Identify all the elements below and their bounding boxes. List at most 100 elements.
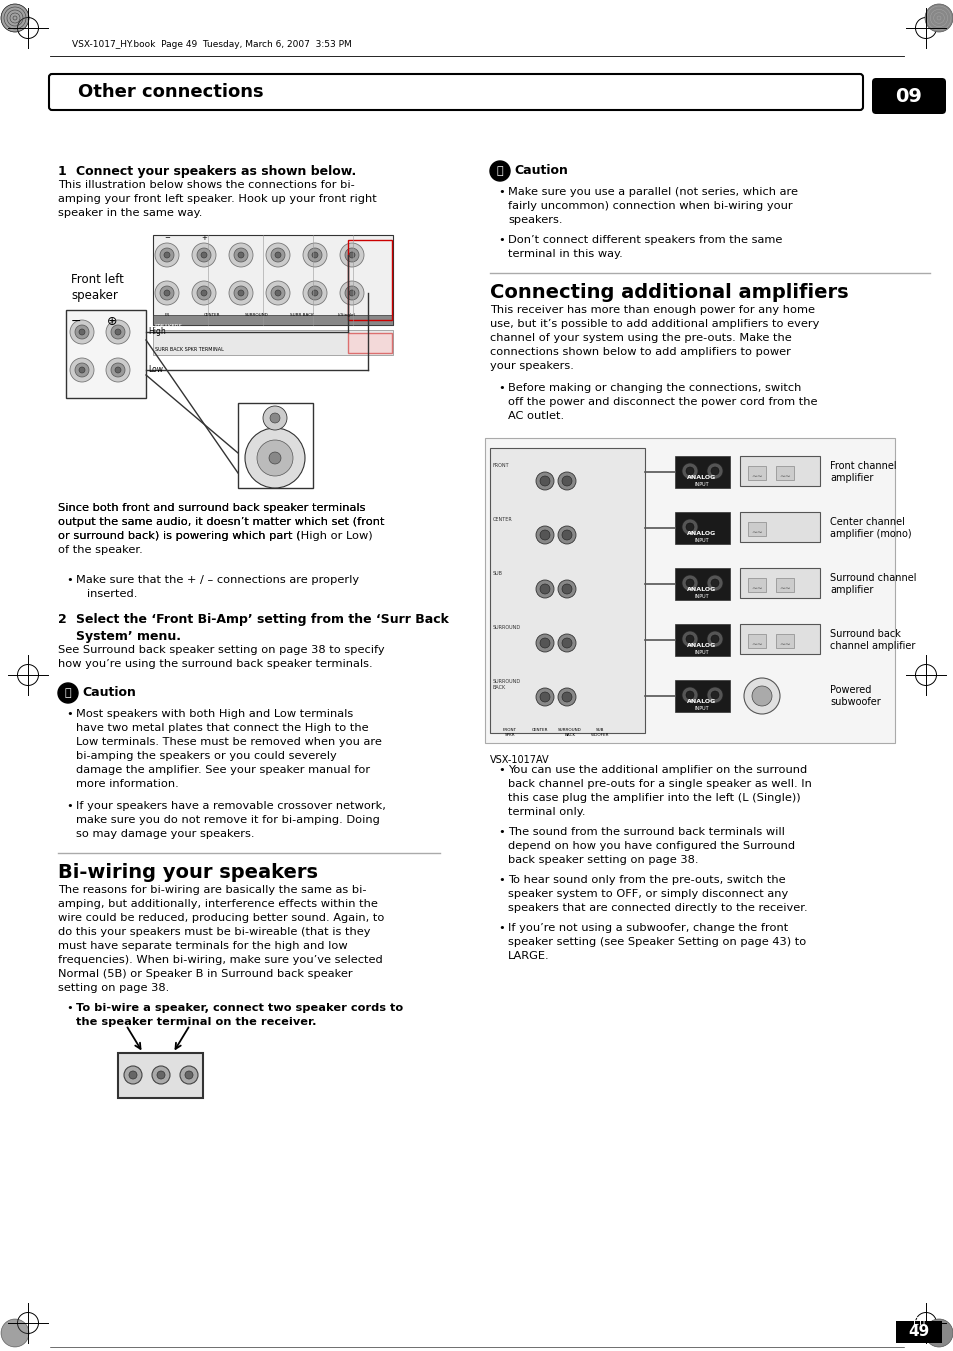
Circle shape [539,530,550,540]
Circle shape [180,1066,198,1084]
Text: CENTER: CENTER [531,728,548,732]
Text: ANALOG: ANALOG [687,698,716,704]
Circle shape [539,638,550,648]
Text: VSX-1017_HY.book  Page 49  Tuesday, March 6, 2007  3:53 PM: VSX-1017_HY.book Page 49 Tuesday, March … [71,41,352,49]
Text: L(Single): L(Single) [337,313,355,317]
Text: Since both front and surround back speaker terminals
output the same audio, it d: Since both front and surround back speak… [58,503,384,555]
Circle shape [154,281,179,305]
Circle shape [106,320,130,345]
Bar [237,403,313,488]
Text: Bi-wiring your speakers: Bi-wiring your speakers [58,863,317,882]
Circle shape [710,580,719,586]
Circle shape [233,249,248,262]
Circle shape [685,467,693,476]
Circle shape [706,631,722,647]
Circle shape [561,530,572,540]
Text: Connecting additional amplifiers: Connecting additional amplifiers [490,282,848,303]
Circle shape [192,281,215,305]
Text: FRONT: FRONT [493,463,509,467]
Text: INPUT: INPUT [694,482,709,486]
Bar [747,578,765,592]
Circle shape [237,290,244,296]
Text: •: • [66,709,72,719]
Circle shape [706,576,722,590]
Bar [740,567,820,598]
FancyBboxPatch shape [871,78,945,113]
Circle shape [1,4,29,32]
Text: Don’t connect different speakers from the same
terminal in this way.: Don’t connect different speakers from th… [507,235,781,259]
Text: Before making or changing the connections, switch
off the power and disconnect t: Before making or changing the connection… [507,382,817,422]
Circle shape [124,1066,142,1084]
Circle shape [263,407,287,430]
Circle shape [536,580,554,598]
Circle shape [233,286,248,300]
Text: •: • [497,186,504,197]
Circle shape [312,253,317,258]
Text: INPUT: INPUT [694,650,709,655]
Circle shape [266,243,290,267]
Circle shape [558,634,576,653]
Text: SPEAKERS: SPEAKERS [154,324,183,330]
Circle shape [160,249,173,262]
Circle shape [237,253,244,258]
Circle shape [192,243,215,267]
Text: Powered
subwoofer: Powered subwoofer [829,685,880,707]
Text: ∼∼: ∼∼ [750,530,762,535]
Text: •: • [497,235,504,245]
Circle shape [539,476,550,486]
Text: To hear sound only from the pre-outs, switch the
speaker system to OFF, or simpl: To hear sound only from the pre-outs, sw… [507,875,807,913]
Circle shape [303,243,327,267]
Circle shape [706,463,722,480]
Circle shape [164,290,170,296]
Bar [152,315,393,326]
Circle shape [256,440,293,476]
Bar [675,512,729,544]
Circle shape [681,688,698,703]
Text: ANALOG: ANALOG [687,643,716,648]
Circle shape [710,635,719,643]
Text: INPUT: INPUT [694,594,709,598]
Bar [740,624,820,654]
Bar [152,235,393,326]
Circle shape [196,286,211,300]
Bar [118,1052,203,1098]
Text: •: • [66,801,72,811]
Circle shape [685,580,693,586]
Circle shape [536,526,554,544]
Text: ANALOG: ANALOG [687,586,716,592]
Bar [747,466,765,480]
Text: See Surround back speaker setting on page 38 to specify
how you’re using the sur: See Surround back speaker setting on pag… [58,644,384,669]
Circle shape [185,1071,193,1079]
Text: SURROUND: SURROUND [493,626,520,630]
Bar [775,634,793,648]
Text: Caution: Caution [514,165,567,177]
Bar [747,634,765,648]
Text: SUB
WOOFER: SUB WOOFER [590,728,609,736]
Text: Most speakers with both High and Low terminals
have two metal plates that connec: Most speakers with both High and Low ter… [76,709,381,789]
Text: Surround back
channel amplifier: Surround back channel amplifier [829,628,915,651]
Text: SUB: SUB [493,571,502,576]
Bar [348,240,392,320]
Text: If you’re not using a subwoofer, change the front
speaker setting (see Speaker S: If you’re not using a subwoofer, change … [507,923,805,961]
Circle shape [339,243,364,267]
Bar [895,1321,941,1343]
Circle shape [106,358,130,382]
Circle shape [685,690,693,698]
Text: Make sure that the + / – connections are properly
   inserted.: Make sure that the + / – connections are… [76,576,358,598]
Text: The reasons for bi-wiring are basically the same as bi-
amping, but additionally: The reasons for bi-wiring are basically … [58,885,384,993]
Text: If your speakers have a removable crossover network,
make sure you do not remove: If your speakers have a removable crosso… [76,801,385,839]
Text: You can use the additional amplifier on the surround
back channel pre-outs for a: You can use the additional amplifier on … [507,765,811,817]
FancyBboxPatch shape [49,74,862,109]
Circle shape [751,686,771,707]
Text: −: − [164,235,170,240]
Text: 2: 2 [58,613,67,626]
Circle shape [681,631,698,647]
Circle shape [558,688,576,707]
Text: •: • [66,1002,72,1013]
Text: High: High [148,327,166,336]
Circle shape [706,688,722,703]
Circle shape [308,286,322,300]
Circle shape [536,634,554,653]
Text: •: • [497,923,504,934]
Bar [66,309,146,399]
